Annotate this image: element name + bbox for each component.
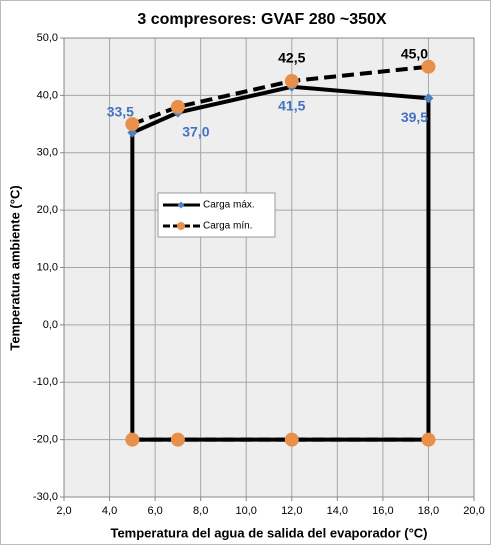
y-tick-label: -30,0 <box>33 491 58 503</box>
x-tick-label: 8,0 <box>193 505 208 517</box>
chart-title: 3 compresores: GVAF 280 ~350X <box>137 11 386 28</box>
marker <box>284 432 299 447</box>
x-tick-label: 14,0 <box>327 505 348 517</box>
y-tick-label: 0,0 <box>43 319 58 331</box>
legend: Carga máx. Carga mín. <box>157 192 276 238</box>
legend-marker <box>177 222 185 230</box>
marker <box>125 432 140 447</box>
plot-border <box>63 37 475 498</box>
y-tick-label: 20,0 <box>37 204 58 216</box>
x-tick-label: 12,0 <box>281 505 302 517</box>
y-tick-label: -10,0 <box>33 376 58 388</box>
data-label: 41,5 <box>278 97 305 113</box>
y-tick-label: 10,0 <box>37 261 58 273</box>
x-tick-label: 10,0 <box>236 505 257 517</box>
x-tick-label: 16,0 <box>372 505 393 517</box>
y-tick-label: 30,0 <box>37 147 58 159</box>
markers: 42,5 45,0 33,5 37,0 41,5 39,5 <box>107 45 436 447</box>
legend-label: Carga mín. <box>203 221 252 232</box>
data-label: 33,5 <box>107 103 134 119</box>
marker <box>170 432 185 447</box>
marker <box>421 432 436 447</box>
legend-label: Carga máx. <box>203 200 255 211</box>
y-axis-label: Temperatura ambiente (°C) <box>7 185 22 350</box>
data-label: 37,0 <box>182 123 209 139</box>
marker <box>284 74 299 89</box>
y-tick-label: -20,0 <box>33 434 58 446</box>
x-axis-label: Temperatura del agua de salida del evapo… <box>110 525 427 540</box>
marker <box>125 117 140 132</box>
legend-marker <box>177 201 185 209</box>
marker <box>170 99 185 114</box>
data-label: 45,0 <box>401 45 428 61</box>
x-tick-label: 2,0 <box>56 505 71 517</box>
marker <box>423 93 434 104</box>
legend-box <box>157 192 276 238</box>
x-tick-label: 18,0 <box>418 505 439 517</box>
x-tick-label: 20,0 <box>463 505 484 517</box>
marker <box>421 59 436 74</box>
y-tick-label: 40,0 <box>37 89 58 101</box>
y-tick-label: 50,0 <box>37 32 58 44</box>
data-label: 42,5 <box>278 50 305 66</box>
x-tick-label: 6,0 <box>147 505 162 517</box>
x-tick-label: 4,0 <box>102 505 117 517</box>
data-label: 39,5 <box>401 109 428 125</box>
